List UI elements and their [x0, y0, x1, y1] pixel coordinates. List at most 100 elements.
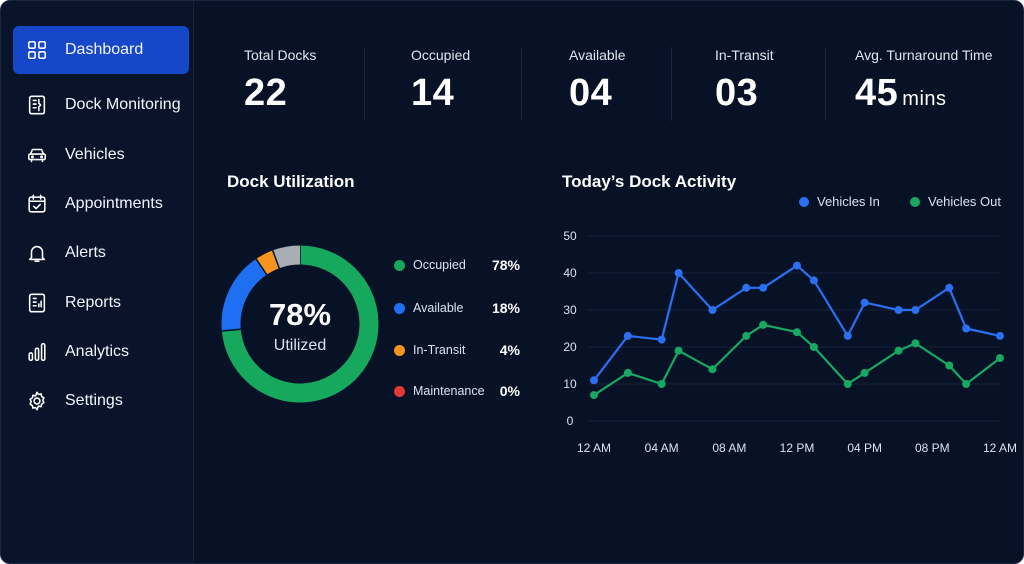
kpi-available: Available 04	[569, 47, 626, 127]
data-point-vehicles-in[interactable]	[962, 324, 971, 333]
donut-slice-occupied	[221, 245, 379, 403]
sidebar-item-settings[interactable]: Settings	[13, 377, 189, 425]
sidebar-item-appointments[interactable]: Appointments	[13, 180, 189, 228]
kpi-number: 04	[569, 72, 613, 114]
data-point-vehicles-in[interactable]	[759, 283, 768, 292]
kpi-title: Occupied	[411, 47, 471, 63]
donut-separator	[255, 258, 268, 276]
legend-item-vehicles-in: Vehicles In	[799, 194, 880, 209]
data-point-vehicles-out[interactable]	[623, 368, 632, 377]
activity-line-chart: 0 10 20 30 40 50 12 AM 04 AM 08 AM 12 PM 04 PM 08 P…	[563, 229, 1017, 455]
kpi-title: Total Docks	[244, 47, 317, 63]
divider	[521, 47, 522, 121]
utilization-title: Dock Utilization	[227, 172, 355, 191]
sidebar-item-label: Dashboard	[65, 41, 144, 58]
kpi-value: 14	[411, 72, 470, 115]
y-tick-label: 0	[567, 414, 574, 428]
sidebar-item-label: Appointments	[65, 195, 163, 212]
data-point-vehicles-in[interactable]	[843, 331, 852, 340]
data-point-vehicles-in[interactable]	[911, 306, 920, 314]
data-point-vehicles-out[interactable]	[860, 368, 869, 377]
data-point-vehicles-in[interactable]	[708, 306, 717, 314]
grid-icon	[25, 38, 49, 62]
sidebar-item-label: Settings	[65, 392, 123, 409]
data-point-vehicles-out[interactable]	[911, 339, 920, 348]
legend-label: Available	[413, 301, 464, 315]
legend-item-in-transit: In-Transit 4%	[394, 340, 520, 360]
sidebar-item-reports[interactable]: Reports	[13, 279, 189, 327]
data-point-vehicles-out[interactable]	[843, 380, 852, 388]
sidebar-item-vehicles[interactable]: Vehicles	[13, 131, 189, 179]
legend-label: Vehicles In	[817, 194, 880, 209]
kpi-value: 45 mins	[855, 72, 992, 115]
legend-item-available: Available 18%	[394, 298, 520, 318]
data-point-vehicles-in[interactable]	[996, 331, 1004, 340]
data-point-vehicles-out[interactable]	[809, 343, 818, 351]
legend-value: 4%	[499, 342, 520, 358]
data-point-vehicles-in[interactable]	[674, 269, 683, 277]
data-point-vehicles-out[interactable]	[742, 331, 751, 340]
x-tick-label: 12 AM	[983, 441, 1017, 455]
x-tick-label: 08 AM	[712, 441, 746, 455]
data-point-vehicles-in[interactable]	[809, 276, 818, 285]
data-point-vehicles-out[interactable]	[962, 380, 971, 388]
data-point-vehicles-out[interactable]	[657, 380, 666, 388]
gear-icon	[25, 389, 49, 413]
donut-slice-other	[272, 245, 301, 269]
data-point-vehicles-in[interactable]	[894, 306, 903, 314]
y-tick-label: 30	[563, 303, 577, 317]
data-point-vehicles-out[interactable]	[793, 328, 801, 337]
data-point-vehicles-out[interactable]	[674, 346, 683, 355]
data-point-vehicles-out[interactable]	[708, 365, 717, 374]
x-tick-label: 04 AM	[645, 441, 679, 455]
data-point-vehicles-in[interactable]	[742, 283, 751, 292]
data-point-vehicles-in[interactable]	[657, 335, 666, 344]
sidebar: Dashboard Dock Monitoring Vehicles Appoi…	[1, 1, 194, 563]
report-icon	[25, 291, 49, 315]
data-point-vehicles-out[interactable]	[996, 354, 1004, 363]
divider	[825, 47, 826, 121]
sidebar-item-label: Alerts	[65, 244, 106, 261]
data-point-vehicles-in[interactable]	[793, 261, 801, 270]
kpi-title: In-Transit	[715, 47, 774, 63]
data-point-vehicles-out[interactable]	[590, 391, 598, 400]
data-point-vehicles-in[interactable]	[623, 331, 632, 340]
legend-dot	[394, 344, 405, 356]
bell-icon	[25, 241, 49, 265]
donut-chart	[221, 245, 379, 403]
data-point-vehicles-out[interactable]	[945, 361, 954, 370]
data-point-vehicles-in[interactable]	[590, 376, 598, 385]
sidebar-item-alerts[interactable]: Alerts	[13, 229, 189, 277]
dock-monitor-icon	[25, 93, 49, 117]
kpi-title: Avg. Turnaround Time	[855, 47, 993, 63]
donut-slice-available	[221, 258, 268, 331]
legend-label: Vehicles Out	[928, 194, 1001, 209]
sidebar-item-dock-monitoring[interactable]: Dock Monitoring	[13, 81, 189, 129]
y-tick-label: 50	[563, 229, 577, 243]
sidebar-item-analytics[interactable]: Analytics	[13, 328, 189, 376]
kpi-value: 04	[569, 72, 626, 115]
x-tick-label: 12 PM	[780, 441, 815, 455]
data-point-vehicles-out[interactable]	[894, 346, 903, 355]
legend-value: 78%	[491, 257, 520, 273]
legend-label: In-Transit	[413, 343, 466, 357]
bar-chart-icon	[25, 340, 49, 364]
legend-dot	[799, 196, 809, 207]
kpi-total-docks: Total Docks 22	[244, 47, 316, 127]
data-point-vehicles-out[interactable]	[759, 320, 768, 329]
y-tick-label: 10	[563, 377, 577, 391]
y-tick-label: 20	[563, 340, 577, 354]
legend-dot	[394, 259, 405, 271]
legend-item-vehicles-out: Vehicles Out	[910, 194, 1001, 209]
car-icon	[25, 143, 49, 167]
kpi-value: 03	[715, 72, 774, 115]
sidebar-item-label: Dock Monitoring	[65, 96, 181, 113]
data-point-vehicles-in[interactable]	[945, 283, 954, 292]
data-point-vehicles-in[interactable]	[860, 298, 869, 307]
kpi-avg-turnaround: Avg. Turnaround Time 45 mins	[855, 47, 992, 127]
sidebar-item-dashboard[interactable]: Dashboard	[13, 26, 189, 74]
legend-dot	[394, 302, 405, 314]
donut-center-label: Utilized	[273, 337, 327, 354]
x-tick-label: 12 AM	[577, 441, 611, 455]
